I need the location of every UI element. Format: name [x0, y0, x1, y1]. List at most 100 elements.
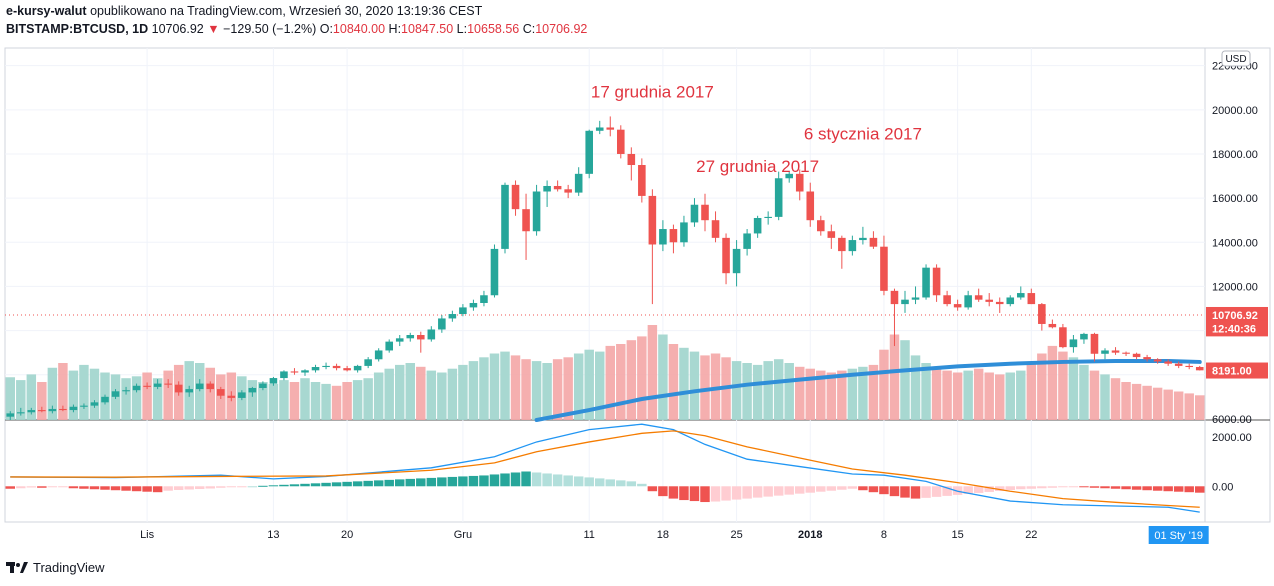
volume-bar — [268, 383, 279, 420]
volume-bar — [142, 372, 152, 420]
price-label-box — [1206, 320, 1268, 337]
candle-body — [764, 216, 772, 218]
volume-bar — [1016, 370, 1026, 420]
macd-histogram-bar — [637, 483, 647, 487]
macd-histogram-bar — [110, 486, 121, 491]
macd-histogram-bar — [584, 477, 594, 487]
volume-bar — [605, 345, 615, 420]
volume-bar — [321, 383, 331, 420]
candle-body — [532, 191, 541, 232]
volume-bar — [552, 359, 563, 420]
ohlc-legend: BITSTAMP:BTCUSD, 1D 10706.92 ▼ −129.50 (… — [6, 22, 587, 36]
time-tick-label: 20 — [341, 529, 353, 541]
time-tick-label: 18 — [657, 529, 669, 541]
volume-bar — [679, 347, 689, 420]
candle-body — [217, 389, 225, 396]
macd-histogram-bar — [1068, 486, 1079, 488]
macd-histogram-bar — [784, 486, 794, 495]
macd-histogram-bar — [805, 486, 815, 493]
candle-body — [680, 222, 688, 243]
candle-body — [27, 410, 36, 413]
macd-histogram-bar — [731, 486, 742, 500]
volume-bar — [921, 363, 931, 420]
macd-histogram-bar — [563, 475, 573, 487]
volume-bar — [584, 349, 594, 420]
candle-body — [1143, 357, 1151, 360]
volume-bar — [1173, 391, 1184, 420]
macd-histogram-bar — [679, 486, 689, 501]
time-tick-label: 8 — [881, 529, 887, 541]
volume-bar — [405, 363, 415, 420]
volume-bar — [37, 382, 47, 420]
volume-bar — [1005, 372, 1015, 420]
macd-histogram-bar — [658, 486, 668, 497]
candle-body — [480, 295, 488, 303]
macd-histogram-bar — [531, 472, 542, 487]
candle-body — [648, 195, 657, 245]
volume-bar — [437, 372, 447, 420]
candle-body — [838, 237, 846, 252]
volume-bar — [616, 344, 626, 420]
volume-bar — [668, 344, 679, 420]
volume-bar — [563, 357, 573, 420]
volume-bar — [89, 368, 100, 420]
candle-body — [332, 365, 341, 369]
moving-average-line — [534, 359, 1202, 422]
volume-bar — [847, 368, 858, 420]
macd-histogram-bar — [573, 476, 584, 487]
macd-histogram-bar — [468, 475, 479, 487]
volume-bar — [5, 377, 15, 420]
candle-body — [101, 396, 109, 403]
volume-bar — [352, 380, 363, 420]
candle-body — [38, 410, 46, 412]
volume-bar — [658, 334, 668, 420]
volume-bar — [531, 361, 542, 420]
macd-histogram-bar — [384, 479, 394, 487]
volume-bar — [395, 364, 405, 420]
macd-histogram-bar — [995, 486, 1005, 491]
volume-bar — [805, 368, 815, 420]
macd-histogram-bar — [542, 473, 552, 487]
candle-body — [269, 378, 278, 384]
candle-body — [985, 299, 993, 302]
macd-histogram-bar — [1100, 486, 1110, 489]
candle-body — [48, 408, 57, 412]
candle-body — [932, 267, 941, 296]
candle-body — [627, 153, 636, 166]
volume-bar — [510, 355, 521, 420]
macd-histogram-bar — [668, 486, 679, 499]
candle-body — [827, 231, 836, 238]
macd-histogram-bar — [247, 486, 258, 488]
currency-badge-label: USD — [1225, 54, 1246, 65]
candle-body — [153, 383, 162, 387]
time-tick-label: 22 — [1025, 529, 1037, 541]
macd-histogram-bar — [1079, 486, 1089, 488]
macd-histogram-bar — [142, 486, 152, 492]
time-tick-label: Lis — [140, 529, 155, 541]
candle-body — [280, 371, 288, 379]
volume-bar — [763, 361, 773, 420]
candle-body — [753, 217, 762, 234]
macd-histogram-bar — [858, 486, 868, 491]
cursor-date-box — [1148, 526, 1209, 544]
volume-bar — [816, 370, 826, 420]
candle-body — [374, 350, 383, 360]
price-label-box — [1206, 362, 1268, 379]
macd-histogram-bar — [616, 480, 626, 487]
candle-body — [427, 329, 436, 340]
candle-body — [143, 385, 151, 387]
close-value: 10706.92 — [535, 22, 588, 36]
macd-histogram-bar — [310, 483, 321, 487]
candle-body — [1027, 293, 1036, 305]
candle-body — [806, 191, 815, 221]
candle-body — [238, 392, 246, 398]
macd-histogram-bar — [689, 486, 700, 502]
price-chart[interactable]: 17 grudnia 2017 27 grudnia 2017 6 stycznia… — [0, 40, 1274, 552]
chart-annotation: 17 grudnia 2017 — [591, 83, 714, 102]
volume-bar — [468, 361, 479, 420]
candle-body — [385, 341, 393, 351]
macd-histogram-bar — [1184, 486, 1194, 493]
macd-histogram-bar — [605, 479, 615, 487]
down-arrow-icon: ▼ — [207, 22, 220, 36]
volume-bar — [121, 378, 131, 420]
